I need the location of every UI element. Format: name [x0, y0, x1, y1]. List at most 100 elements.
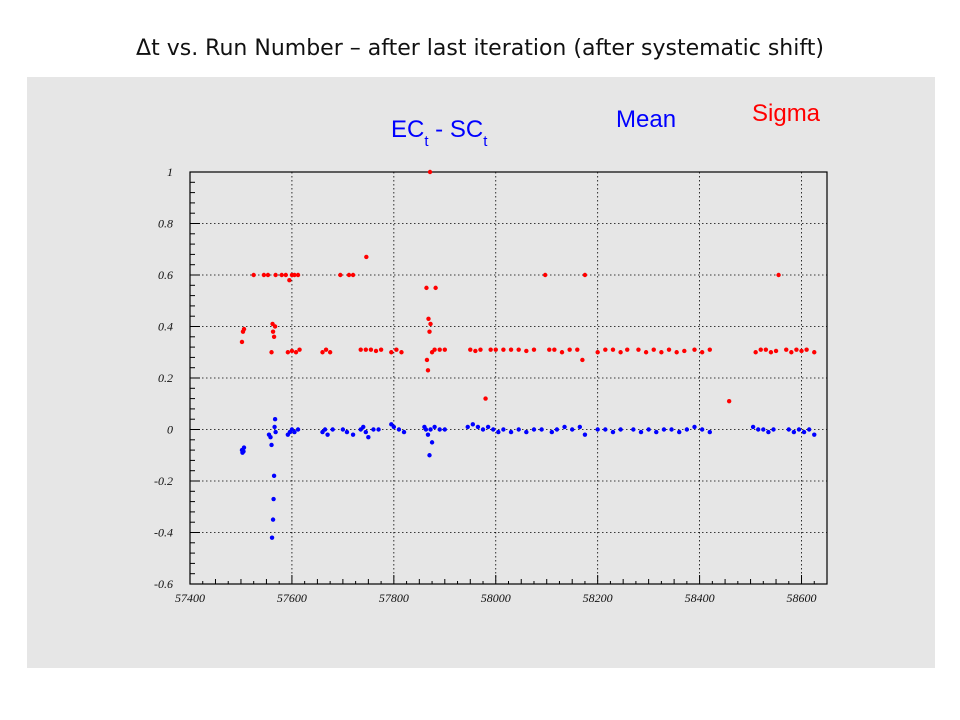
sigma-point	[425, 368, 431, 373]
sigma-point	[699, 350, 705, 355]
sigma-point	[426, 316, 431, 321]
mean-point	[796, 427, 802, 432]
mean-point	[549, 429, 555, 435]
sigma-point	[812, 350, 817, 355]
sigma-point	[636, 347, 641, 352]
sigma-point	[789, 350, 794, 355]
sigma-point	[567, 347, 572, 352]
sigma-point	[542, 272, 548, 278]
mean-point	[432, 424, 437, 430]
mean-point	[756, 427, 761, 432]
sigma-point	[473, 348, 478, 354]
sigma-point	[666, 347, 672, 352]
sigma-point	[363, 347, 369, 352]
sigma-point	[516, 347, 521, 352]
sigma-point	[251, 272, 256, 278]
mean-point	[646, 427, 651, 432]
mean-point	[401, 429, 407, 435]
mean-point	[539, 427, 544, 432]
sigma-point	[285, 350, 291, 355]
mean-point	[812, 432, 817, 437]
legend-mean-label: Mean	[616, 106, 676, 133]
mean-point	[603, 427, 608, 432]
mean-point	[669, 427, 674, 432]
legend-quantity-main: EC	[391, 116, 424, 143]
sigma-point	[682, 348, 687, 354]
sigma-point	[580, 357, 585, 363]
sigma-point	[323, 347, 329, 352]
sigma-point	[483, 396, 488, 401]
mean-point	[491, 427, 496, 432]
sigma-point	[501, 347, 506, 352]
mean-point	[350, 432, 356, 437]
y-tick-label: 0	[167, 423, 173, 437]
sigma-point	[358, 347, 363, 352]
legend: ECt - SCt Mean Sigma	[391, 100, 821, 150]
sigma-point	[272, 324, 278, 329]
sigma-point	[287, 277, 292, 283]
sigma-point	[427, 169, 433, 175]
mean-point	[761, 427, 766, 432]
mean-point	[496, 429, 501, 435]
mean-point	[707, 429, 712, 435]
sigma-point	[368, 347, 374, 352]
sigma-point	[273, 272, 278, 278]
mean-point	[465, 424, 470, 430]
sigma-point	[773, 348, 779, 354]
mean-point	[750, 424, 756, 430]
sigma-point	[424, 285, 429, 291]
mean-point	[501, 427, 506, 432]
sigma-point	[394, 347, 399, 352]
mean-point	[570, 427, 575, 432]
mean-point	[786, 427, 791, 432]
grid	[190, 172, 827, 584]
mean-point	[485, 424, 491, 430]
mean-point	[577, 424, 583, 430]
mean-point	[371, 427, 376, 432]
sigma-point	[531, 347, 537, 352]
mean-point	[508, 429, 514, 435]
sigma-point	[295, 272, 301, 278]
sigma-point	[424, 357, 430, 363]
sigma-point	[320, 350, 325, 355]
sigma-point	[804, 347, 809, 352]
sigma-point	[707, 347, 712, 352]
mean-point	[437, 427, 442, 432]
mean-point	[631, 427, 636, 432]
sigma-point	[799, 348, 804, 354]
sigma-point	[265, 272, 271, 278]
mean-point	[322, 427, 328, 432]
mean-point	[330, 427, 335, 432]
sigma-point	[350, 272, 356, 278]
mean-point	[271, 496, 276, 502]
sigma-point	[552, 347, 557, 352]
mean-point	[427, 453, 432, 458]
sigma-point	[241, 326, 247, 332]
mean-point	[766, 429, 771, 435]
sigma-point	[547, 347, 552, 352]
mean-point	[273, 429, 278, 435]
mean-point	[442, 427, 447, 432]
sigma-point	[625, 347, 630, 352]
sigma-point	[582, 272, 588, 278]
mean-point	[554, 427, 560, 432]
sigma-point	[389, 350, 394, 355]
mean-point	[391, 424, 397, 430]
sigma-point	[271, 334, 277, 339]
sigma-point	[524, 348, 529, 354]
mean-point	[582, 432, 588, 437]
mean-point	[271, 473, 277, 479]
sigma-point	[289, 348, 295, 354]
mean-point	[292, 429, 297, 435]
y-tick-label: 0.8	[158, 217, 173, 231]
sigma-point	[784, 347, 789, 352]
legend-quantity-sub2: t	[483, 133, 488, 150]
x-tick-label: 57600	[277, 591, 307, 605]
y-tick-label: 0.4	[158, 320, 173, 334]
mean-point	[595, 427, 600, 432]
sigma-point	[493, 347, 498, 352]
mean-point	[618, 427, 623, 432]
mean-point	[344, 429, 350, 435]
sigma-point	[758, 347, 763, 352]
slide-title: Δt vs. Run Number – after last iteration…	[136, 36, 824, 61]
